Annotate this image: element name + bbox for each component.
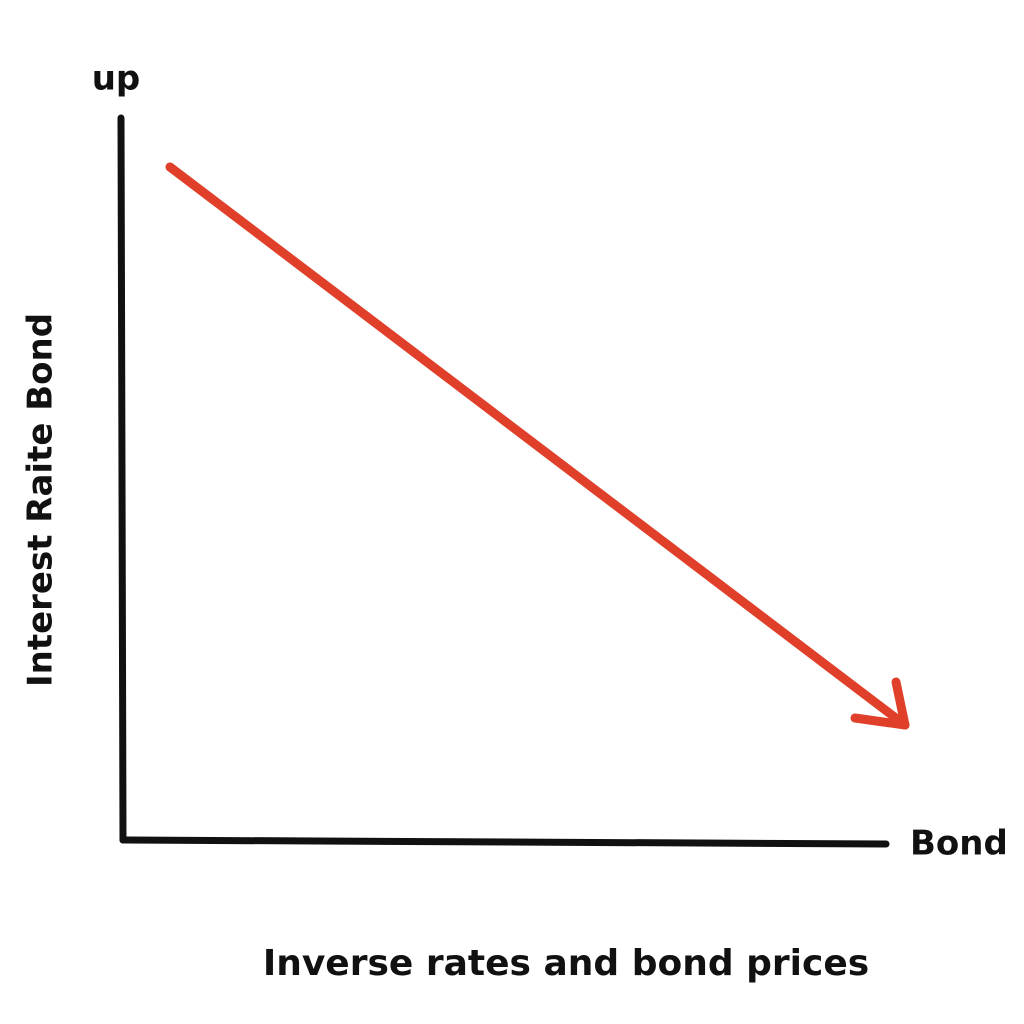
arrow-head [891,677,910,730]
arrow-shaft [165,162,910,730]
y-axis [117,114,127,844]
x-end-label: Bond [910,824,1008,864]
caption: Inverse rates and bond prices [263,943,869,984]
y-top-label: up [92,59,141,99]
x-axis [119,836,890,848]
y-axis-label: Interest Raite Bond [21,313,61,687]
arrow-head [850,713,910,730]
trend-arrow [165,162,910,730]
